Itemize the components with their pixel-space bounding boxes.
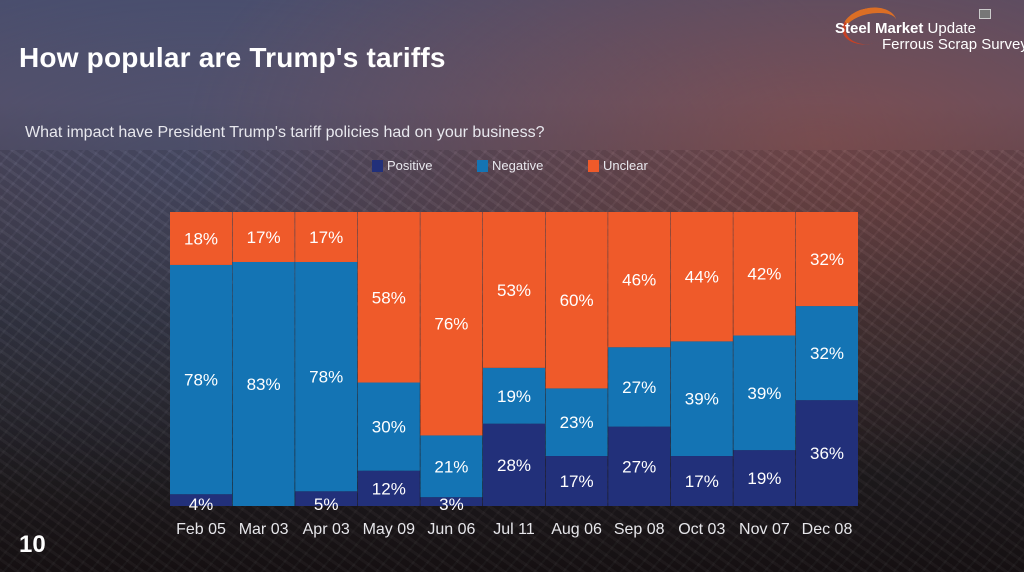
bar-segment-unclear	[170, 212, 232, 265]
data-label-unclear: 58%	[372, 288, 406, 307]
bar-segment-positive	[483, 423, 545, 506]
x-tick-label: Mar 03	[239, 521, 289, 538]
bar-segment-unclear	[608, 212, 671, 348]
logo-line2: Ferrous Scrap Survey	[882, 36, 1024, 53]
bar-segment-negative	[295, 261, 358, 492]
x-tick-label: Aug 06	[551, 521, 602, 538]
x-tick-label: Jul 11	[493, 521, 535, 538]
data-label-negative: 78%	[184, 371, 218, 390]
bar-segment-positive	[295, 491, 358, 506]
data-label-positive: 28%	[497, 456, 531, 475]
page-number: 10	[19, 531, 46, 558]
data-label-unclear: 17%	[309, 228, 343, 247]
bar-segment-unclear	[733, 212, 796, 336]
x-tick-label: Apr 03	[303, 521, 350, 538]
data-label-negative: 32%	[810, 344, 844, 363]
data-label-positive: 5%	[314, 495, 339, 514]
legend-label-unclear: Unclear	[603, 158, 648, 173]
legend-item-unclear: Unclear	[588, 158, 648, 173]
data-label-negative: 78%	[309, 368, 343, 387]
data-label-unclear: 76%	[434, 315, 468, 334]
data-label-unclear: 44%	[685, 268, 719, 287]
bar-segment-negative	[420, 435, 483, 498]
data-label-unclear: 53%	[497, 281, 531, 300]
data-label-positive: 17%	[685, 472, 719, 491]
data-label-positive: 17%	[560, 472, 594, 491]
page-title: How popular are Trump's tariffs	[19, 42, 446, 73]
legend-item-positive: Positive	[372, 158, 433, 173]
x-tick-label: Oct 03	[678, 521, 725, 538]
data-label-positive: 4%	[189, 495, 214, 514]
legend-item-negative: Negative	[477, 158, 543, 173]
logo-line1: Steel Market Update	[835, 20, 976, 37]
bar-segment-negative	[733, 335, 796, 451]
logo-brand-light: Update	[927, 20, 976, 37]
logo-brand: Steel Market	[835, 20, 924, 37]
bar-segment-unclear	[232, 212, 295, 262]
bar-segment-negative	[232, 261, 295, 506]
data-label-unclear: 46%	[622, 271, 656, 290]
bar-segment-positive	[357, 470, 420, 506]
data-label-negative: 30%	[372, 418, 406, 437]
data-label-positive: 3%	[439, 495, 464, 514]
legend-label-negative: Negative	[492, 158, 544, 173]
data-label-unclear: 18%	[184, 229, 218, 248]
bar-segment-negative	[170, 264, 232, 495]
bar-segment-positive	[545, 456, 608, 506]
bar-segment-negative	[608, 347, 671, 427]
bar-segment-negative	[670, 341, 733, 457]
bar-segment-positive	[170, 494, 232, 506]
chart-title: What impact have President Trump's tarif…	[25, 124, 545, 141]
bar-segment-positive	[420, 497, 483, 506]
bar-segment-unclear	[420, 212, 483, 436]
legend-swatch-positive	[372, 159, 383, 172]
bar-segment-positive	[670, 456, 733, 506]
logo-badge-icon	[979, 9, 991, 19]
bar-segment-negative	[357, 382, 420, 471]
bar-segment-unclear	[796, 212, 858, 307]
x-tick-label: Dec 08	[802, 521, 853, 538]
data-label-unclear: 60%	[560, 291, 594, 310]
bar-segment-negative	[796, 306, 858, 401]
data-label-negative: 23%	[560, 413, 594, 432]
bar-segment-negative	[483, 367, 545, 424]
bar-segment-unclear	[295, 212, 358, 262]
bar-segment-positive	[608, 426, 671, 506]
x-tick-label: Feb 05	[176, 521, 226, 538]
legend-swatch-unclear	[588, 159, 599, 172]
bar-segment-positive	[796, 400, 858, 506]
data-label-negative: 27%	[622, 378, 656, 397]
x-tick-label: May 09	[363, 521, 416, 538]
x-tick-label: Sep 08	[614, 521, 665, 538]
legend-label-positive: Positive	[387, 158, 433, 173]
data-label-positive: 12%	[372, 479, 406, 498]
logo: Steel Market Update Ferrous Scrap Survey	[832, 2, 1024, 54]
bar-segment-unclear	[357, 212, 420, 383]
data-label-negative: 19%	[497, 387, 531, 406]
bar-segment-unclear	[670, 212, 733, 342]
bar-segment-negative	[545, 388, 608, 457]
data-label-negative: 39%	[685, 390, 719, 409]
data-label-positive: 27%	[622, 457, 656, 476]
data-label-unclear: 17%	[247, 228, 281, 247]
data-label-unclear: 32%	[810, 250, 844, 269]
data-label-negative: 83%	[247, 375, 281, 394]
data-label-positive: 36%	[810, 444, 844, 463]
x-tick-label: Jun 06	[427, 521, 475, 538]
data-label-negative: 21%	[434, 457, 468, 476]
x-tick-label: Nov 07	[739, 521, 790, 538]
data-label-negative: 39%	[747, 384, 781, 403]
data-label-unclear: 42%	[747, 265, 781, 284]
legend-swatch-negative	[477, 159, 488, 172]
bar-segment-positive	[733, 450, 796, 506]
bar-segment-unclear	[545, 212, 608, 389]
legend: Positive Negative Unclear	[0, 158, 1024, 176]
bar-segment-unclear	[483, 212, 545, 368]
data-label-positive: 19%	[747, 469, 781, 488]
